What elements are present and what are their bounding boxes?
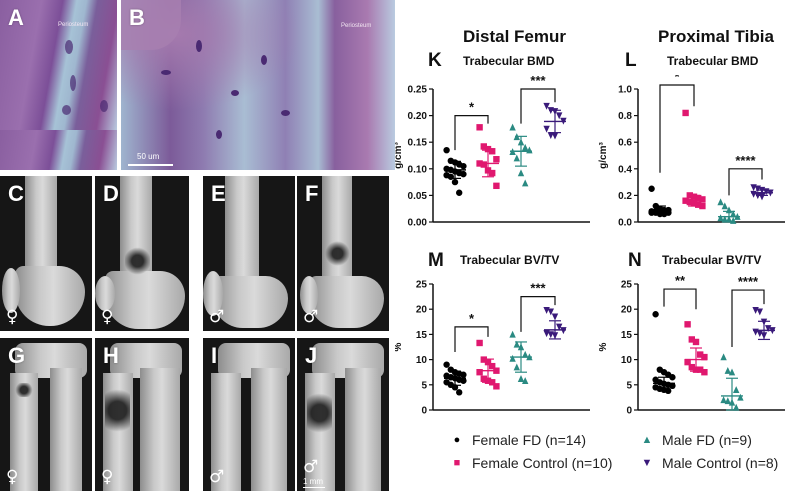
chart-letter-k: K bbox=[428, 50, 442, 71]
legend-label: Female Control (n=10) bbox=[472, 455, 613, 471]
svg-text:10: 10 bbox=[621, 355, 633, 366]
svg-text:g/cm³: g/cm³ bbox=[395, 141, 404, 168]
scale-bar-label-b: 50 um bbox=[137, 152, 160, 161]
svg-text:5: 5 bbox=[421, 380, 427, 391]
panel-letter-d: D bbox=[103, 181, 119, 206]
panel-letter-i: I bbox=[211, 343, 218, 368]
female-symbol-h: ♀ bbox=[101, 467, 114, 487]
panel-g-ct: G ♀ bbox=[0, 338, 92, 491]
panel-letter-g: G bbox=[8, 343, 26, 368]
square-marker-icon: ■ bbox=[453, 457, 461, 469]
male-symbol-f: ♂ bbox=[303, 307, 319, 327]
circle-marker-icon: ● bbox=[453, 434, 461, 446]
chart-title-k: Trabecular BMD bbox=[463, 54, 555, 68]
triangle-up-marker-icon: ▲ bbox=[641, 434, 653, 446]
panel-i-ct: I ♂ bbox=[203, 338, 295, 491]
svg-text:0.00: 0.00 bbox=[408, 218, 428, 229]
female-symbol-c: ♀ bbox=[6, 307, 19, 327]
female-symbol-d: ♀ bbox=[101, 307, 114, 327]
chart-k-scatter: 0.000.050.100.150.200.25g/cm³**** bbox=[395, 75, 590, 229]
svg-text:0.20: 0.20 bbox=[408, 111, 428, 122]
legend-item-male-control: ▼ Male Control (n=8) bbox=[640, 455, 779, 471]
svg-text:****: **** bbox=[738, 274, 759, 289]
svg-text:25: 25 bbox=[416, 280, 428, 291]
periosteum-label-b: Periosteum bbox=[341, 23, 372, 29]
panel-letter-j: J bbox=[305, 343, 318, 368]
panel-a-lower-strip bbox=[0, 130, 117, 170]
svg-text:5: 5 bbox=[626, 380, 632, 391]
panel-j-ct: J ♂ 1 mm bbox=[297, 338, 389, 491]
panel-letter-h: H bbox=[103, 343, 119, 368]
triangle-down-marker-icon: ▼ bbox=[641, 457, 653, 469]
male-symbol-j: ♂ bbox=[303, 457, 319, 477]
svg-text:20: 20 bbox=[621, 305, 633, 316]
svg-text:0.8: 0.8 bbox=[618, 111, 632, 122]
panel-letter-a: A bbox=[8, 5, 24, 30]
svg-text:****: **** bbox=[735, 153, 756, 168]
svg-text:g/cm³: g/cm³ bbox=[598, 141, 609, 168]
svg-text:0: 0 bbox=[626, 406, 632, 417]
chart-title-m: Trabecular BV/TV bbox=[460, 253, 560, 267]
legend-label: Male Control (n=8) bbox=[662, 455, 779, 471]
svg-text:*: * bbox=[469, 311, 475, 326]
svg-text:0.25: 0.25 bbox=[408, 85, 428, 96]
chart-l-scatter: 0.00.20.40.60.81.0g/cm³***** bbox=[598, 75, 785, 229]
panel-b-histology: B Periosteum 50 um bbox=[121, 0, 395, 170]
panel-h-ct: H ♀ bbox=[95, 338, 189, 491]
svg-text:0.6: 0.6 bbox=[618, 138, 632, 149]
panel-letter-f: F bbox=[305, 181, 319, 206]
chart-title-n: Trabecular BV/TV bbox=[662, 253, 762, 267]
male-symbol-e: ♂ bbox=[209, 307, 225, 327]
svg-text:10: 10 bbox=[416, 355, 428, 366]
panel-letter-c: C bbox=[8, 181, 24, 206]
panel-letter-e: E bbox=[211, 181, 226, 206]
svg-text:%: % bbox=[598, 342, 609, 351]
scale-bar-label-j: 1 mm bbox=[303, 477, 323, 486]
panel-a-histology: A Periosteum bbox=[0, 0, 117, 130]
legend: ● Female FD (n=14) ▲ Male FD (n=9) ■ Fem… bbox=[450, 428, 790, 478]
legend-label: Female FD (n=14) bbox=[472, 432, 586, 448]
svg-text:*: * bbox=[674, 75, 680, 84]
svg-text:1.0: 1.0 bbox=[618, 85, 632, 96]
legend-item-female-control: ■ Female Control (n=10) bbox=[450, 455, 613, 471]
female-symbol-g: ♀ bbox=[6, 467, 19, 487]
svg-text:25: 25 bbox=[621, 280, 633, 291]
svg-text:0.15: 0.15 bbox=[408, 138, 428, 149]
svg-text:15: 15 bbox=[621, 330, 633, 341]
svg-text:0.0: 0.0 bbox=[618, 218, 632, 229]
chart-letter-m: M bbox=[428, 250, 444, 271]
male-symbol-i: ♂ bbox=[209, 467, 225, 487]
legend-item-male-fd: ▲ Male FD (n=9) bbox=[640, 432, 752, 448]
column-title-distal-femur: Distal Femur bbox=[463, 27, 566, 46]
legend-label: Male FD (n=9) bbox=[662, 432, 752, 448]
scale-bar-b bbox=[128, 164, 173, 166]
svg-text:***: *** bbox=[530, 75, 546, 88]
column-title-proximal-tibia: Proximal Tibia bbox=[658, 27, 774, 46]
panel-f-ct: F ♂ bbox=[297, 176, 389, 331]
panel-d-ct: D ♀ bbox=[95, 176, 189, 331]
panel-e-ct: E ♂ bbox=[203, 176, 295, 331]
svg-text:**: ** bbox=[675, 273, 686, 288]
svg-text:15: 15 bbox=[416, 330, 428, 341]
svg-text:*: * bbox=[469, 100, 475, 115]
scale-bar-j bbox=[303, 487, 325, 488]
chart-letter-n: N bbox=[628, 250, 642, 271]
svg-text:0.4: 0.4 bbox=[618, 164, 632, 175]
periosteum-label-a: Periosteum bbox=[58, 22, 89, 28]
panel-letter-b: B bbox=[129, 5, 145, 30]
svg-text:20: 20 bbox=[416, 305, 428, 316]
chart-letter-l: L bbox=[625, 50, 637, 71]
svg-text:0.10: 0.10 bbox=[408, 164, 428, 175]
svg-text:0.05: 0.05 bbox=[408, 191, 428, 202]
panel-c-ct: C ♀ bbox=[0, 176, 92, 331]
legend-item-female-fd: ● Female FD (n=14) bbox=[450, 432, 586, 448]
chart-title-l: Trabecular BMD bbox=[667, 54, 759, 68]
svg-text:0.2: 0.2 bbox=[618, 191, 632, 202]
svg-text:***: *** bbox=[530, 281, 546, 296]
svg-text:%: % bbox=[395, 342, 404, 351]
svg-text:0: 0 bbox=[421, 406, 427, 417]
